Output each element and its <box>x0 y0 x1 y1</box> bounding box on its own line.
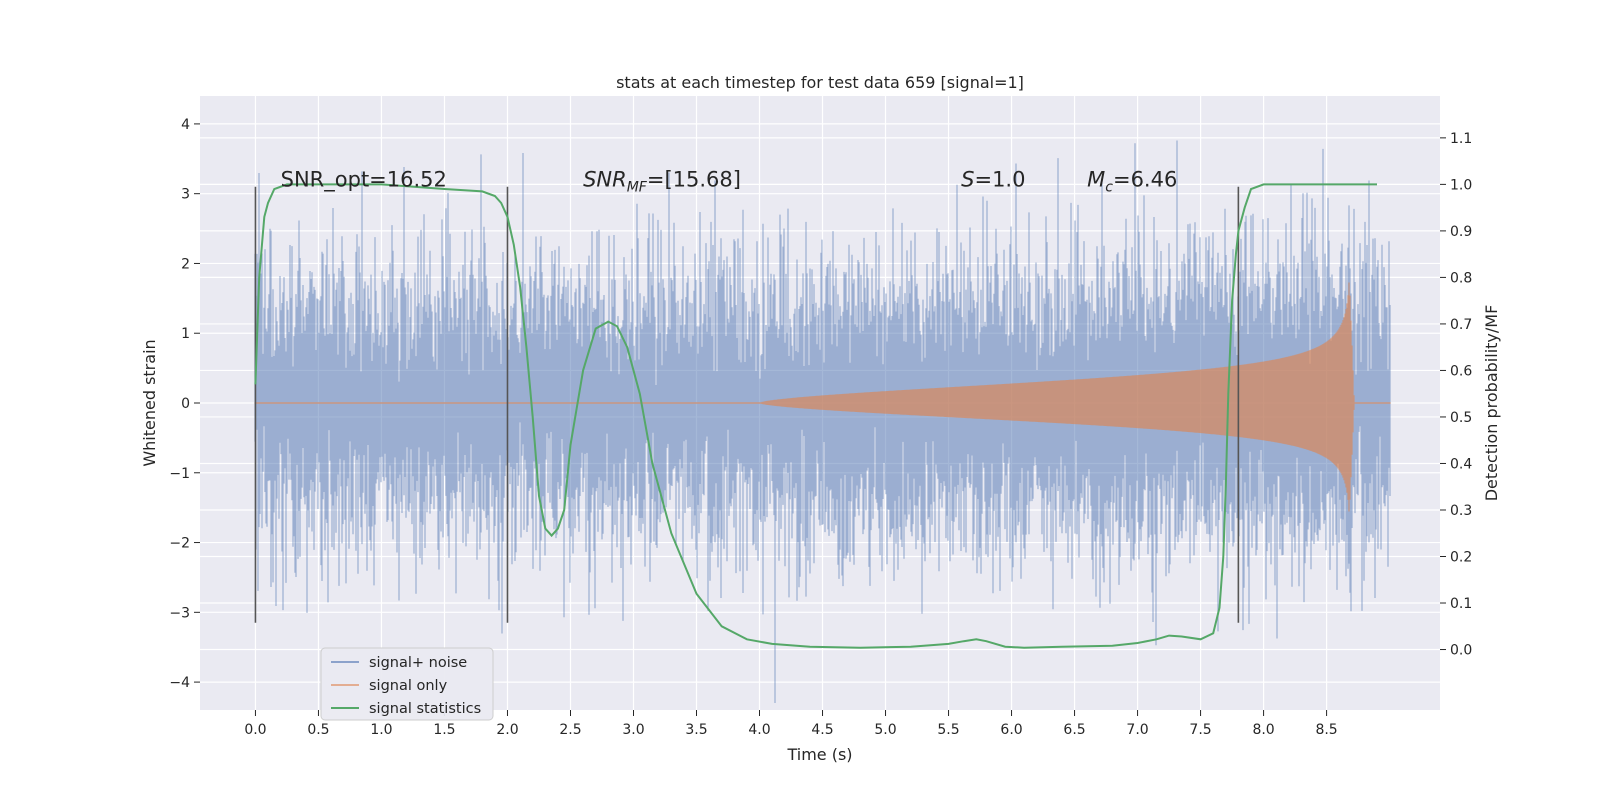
legend-label-signal-only: signal only <box>369 678 448 694</box>
annotation-1: SNRMF=[15.68] <box>583 168 741 196</box>
x-axis: 0.0 0.5 1.0 1.5 2.0 2.5 3.0 3.5 4.0 4.5 5.0 5.5 6.0 6… <box>244 710 1338 738</box>
y-right-tick-label: 0.8 <box>1450 270 1472 286</box>
y-right-tick-label: 0.7 <box>1450 317 1472 333</box>
x-tick-label: 7.5 <box>1189 722 1211 738</box>
y-right-tick-label: 0.4 <box>1450 456 1472 472</box>
annotation-3: Mc=6.46 <box>1087 168 1177 196</box>
x-tick-label: 6.5 <box>1063 722 1085 738</box>
x-tick-label: 5.0 <box>874 722 896 738</box>
x-tick-label: 0.5 <box>307 722 329 738</box>
y-tick-label: −1 <box>169 466 190 482</box>
annotation-2: S=1.0 <box>961 168 1025 192</box>
y-tick-label: −4 <box>169 675 190 691</box>
signal-statistics-series <box>254 183 1377 649</box>
y-right-axis-title: Detection probability/MF <box>1482 305 1501 502</box>
x-tick-label: 8.0 <box>1252 722 1274 738</box>
y-tick-label: −2 <box>169 536 190 552</box>
chart-title: stats at each timestep for test data 659… <box>616 73 1024 92</box>
y-right-tick-label: 0.3 <box>1450 503 1472 519</box>
y-right-tick-label: 1.1 <box>1450 131 1472 147</box>
y-axis-title: Whitened strain <box>140 339 159 466</box>
x-tick-label: 6.0 <box>1000 722 1022 738</box>
x-tick-label: 5.5 <box>937 722 959 738</box>
x-tick-label: 3.5 <box>685 722 707 738</box>
y-right-tick-label: 0.1 <box>1450 596 1472 612</box>
y-right-tick-label: 0.5 <box>1450 410 1472 426</box>
x-tick-label: 1.0 <box>370 722 392 738</box>
x-tick-label: 4.5 <box>811 722 833 738</box>
y-right-tick-label: 1.0 <box>1450 177 1472 193</box>
annotation-0: SNR_opt=16.52 <box>281 168 447 193</box>
left-axis: 4 3 2 1 0 −1 −2 −3 −4 <box>169 117 200 691</box>
y-right-tick-label: 0.0 <box>1450 643 1472 659</box>
legend: signal+ noise signal only signal statist… <box>320 647 494 721</box>
vertical-markers <box>254 186 1240 623</box>
x-tick-label: 8.5 <box>1315 722 1337 738</box>
y-tick-label: 1 <box>181 326 190 342</box>
x-tick-label: 0.0 <box>244 722 266 738</box>
signal-statistics-line <box>254 183 1377 649</box>
x-tick-label: 4.0 <box>748 722 770 738</box>
legend-label-signal-noise: signal+ noise <box>369 655 467 671</box>
y-right-tick-label: 0.6 <box>1450 363 1472 379</box>
annotations: SNR_opt=16.52 SNRMF=[15.68] S=1.0 Mc=6.46 <box>281 168 1178 196</box>
right-axis: 1.1 1.0 0.9 0.8 0.7 0.6 0.5 0.4 0.3 0.2 0.1 0.0 <box>1440 131 1472 659</box>
y-tick-label: 2 <box>181 256 190 272</box>
x-tick-label: 1.5 <box>433 722 455 738</box>
y-tick-label: 4 <box>181 117 190 133</box>
x-tick-label: 3.0 <box>622 722 644 738</box>
legend-frame <box>320 647 494 721</box>
y-tick-label: 0 <box>181 396 190 412</box>
x-tick-label: 2.5 <box>559 722 581 738</box>
x-axis-title: Time (s) <box>786 745 852 764</box>
x-tick-label: 2.0 <box>496 722 518 738</box>
y-tick-label: −3 <box>169 605 190 621</box>
y-right-tick-label: 0.2 <box>1450 550 1472 566</box>
x-tick-label: 7.0 <box>1126 722 1148 738</box>
y-tick-label: 3 <box>181 187 190 203</box>
y-right-tick-label: 0.9 <box>1450 224 1472 240</box>
legend-label-signal-statistics: signal statistics <box>369 701 481 717</box>
